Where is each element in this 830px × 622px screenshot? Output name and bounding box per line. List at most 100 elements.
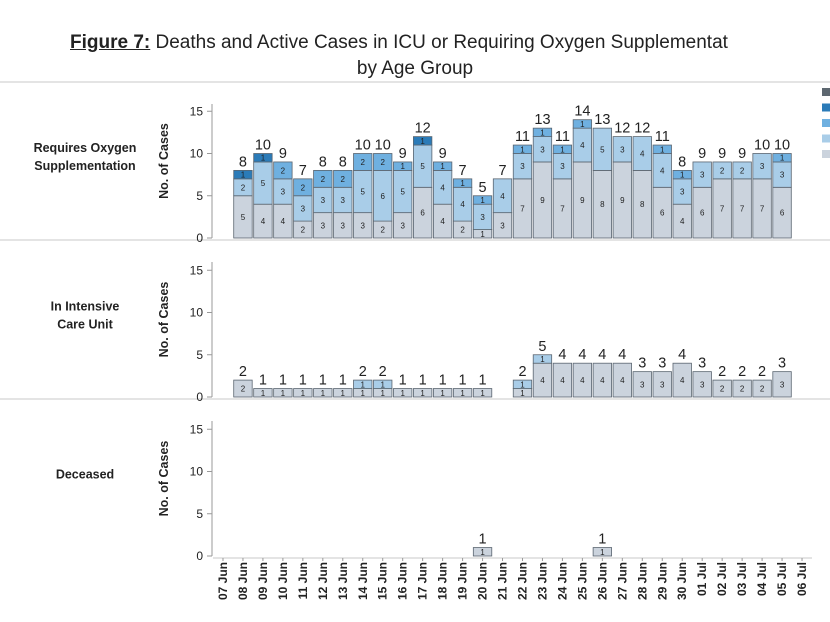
segment-label: 1 xyxy=(341,389,346,398)
x-tick-label: 09 Jun xyxy=(256,562,270,600)
segment-label: 4 xyxy=(440,183,445,192)
bar-segment xyxy=(273,161,293,180)
segment-label: 9 xyxy=(540,196,545,205)
bar-segment xyxy=(472,388,493,398)
bar-segment xyxy=(672,169,692,180)
x-tick-label: 25 Jun xyxy=(575,562,589,600)
x-tick-label: 26 Jun xyxy=(595,562,609,600)
bar-segment xyxy=(233,169,253,180)
y-tick-label-0-15: 15 xyxy=(190,104,204,118)
bar-segment xyxy=(432,388,453,398)
segment-label: 3 xyxy=(780,380,785,389)
segment-label: 3 xyxy=(281,188,286,197)
segment-label: 4 xyxy=(660,166,665,175)
segment-label: 4 xyxy=(500,192,505,201)
bar-segment xyxy=(492,178,513,214)
segment-label: 1 xyxy=(480,230,485,239)
segment-label: 2 xyxy=(341,175,346,184)
x-tick-label: 29 Jun xyxy=(655,562,669,600)
segment-label: 3 xyxy=(400,221,405,230)
y-tick-label-0-0: 0 xyxy=(196,231,203,245)
bar-segment xyxy=(612,362,632,398)
bar-segment xyxy=(732,161,752,180)
bar-segment xyxy=(632,371,652,398)
bar-total-label: 1 xyxy=(259,373,267,389)
bar-total-label: 7 xyxy=(299,163,307,179)
segment-label: 1 xyxy=(660,145,665,154)
segment-label: 6 xyxy=(780,209,785,218)
bar-total-label: 4 xyxy=(678,347,686,363)
bar-segment xyxy=(752,153,772,180)
segment-label: 2 xyxy=(361,158,366,167)
bar-segment xyxy=(512,379,533,389)
bar-segment xyxy=(732,379,752,398)
bar-total-label: 9 xyxy=(279,146,287,162)
bar-segment xyxy=(712,379,732,398)
x-tick-label: 30 Jun xyxy=(675,562,689,600)
segment-label: 1 xyxy=(321,389,326,398)
x-tick-label: 16 Jun xyxy=(396,562,410,600)
segment-label: 2 xyxy=(380,158,385,167)
bar-segment xyxy=(472,547,493,557)
x-tick-label: 20 Jun xyxy=(476,562,490,600)
segment-label: 3 xyxy=(480,213,485,222)
bar-total-label: 10 xyxy=(255,138,271,154)
segment-label: 8 xyxy=(640,200,645,209)
segment-label: 3 xyxy=(700,171,705,180)
segment-label: 6 xyxy=(420,209,425,218)
bar-total-label: 7 xyxy=(459,163,467,179)
bar-segment xyxy=(432,161,453,171)
bar-segment xyxy=(313,388,333,398)
bar-total-label: 2 xyxy=(379,364,387,380)
x-tick-label: 23 Jun xyxy=(535,562,549,600)
bar-total-label: 4 xyxy=(578,347,586,363)
segment-label: 2 xyxy=(720,166,725,175)
segment-label: 1 xyxy=(440,162,445,171)
segment-label: 3 xyxy=(341,196,346,205)
bar-total-label: 9 xyxy=(399,146,407,162)
y-tick-label-0-10: 10 xyxy=(190,147,204,161)
segment-label: 2 xyxy=(740,166,745,175)
segment-label: 1 xyxy=(400,162,405,171)
y-tick-label-1-10: 10 xyxy=(190,306,204,320)
bar-total-label: 12 xyxy=(415,121,431,137)
bar-total-label: 2 xyxy=(239,364,247,380)
segment-label: 1 xyxy=(420,389,425,398)
x-tick-label: 01 Jul xyxy=(695,562,709,596)
bar-segment xyxy=(333,169,353,188)
segment-label: 1 xyxy=(540,128,545,137)
segment-label: 4 xyxy=(460,200,465,209)
bar-segment xyxy=(752,379,772,398)
bar-segment xyxy=(552,362,573,398)
bar-segment xyxy=(652,371,672,398)
bar-segment xyxy=(373,379,393,389)
y-tick-label-0-5: 5 xyxy=(196,189,203,203)
y-tick-label-1-15: 15 xyxy=(190,263,204,277)
segment-label: 1 xyxy=(420,137,425,146)
segment-label: 3 xyxy=(700,380,705,389)
segment-label: 3 xyxy=(680,188,685,197)
bar-segment xyxy=(572,362,593,398)
x-tick-label: 15 Jun xyxy=(376,562,390,600)
segment-label: 3 xyxy=(540,145,545,154)
segment-label: 4 xyxy=(540,376,545,385)
segment-label: 1 xyxy=(540,355,545,364)
segment-label: 4 xyxy=(620,376,625,385)
chart-title-line-1: Figure 7: Deaths and Active Cases in ICU… xyxy=(0,30,830,58)
legend-swatch-1 xyxy=(822,103,830,112)
x-tick-label: 28 Jun xyxy=(635,562,649,600)
x-tick-label: 27 Jun xyxy=(615,562,629,600)
segment-label: 4 xyxy=(281,217,286,226)
bar-segment xyxy=(592,547,612,557)
segment-label: 6 xyxy=(660,209,665,218)
x-tick-label: 14 Jun xyxy=(356,562,370,600)
segment-label: 7 xyxy=(560,204,565,213)
bar-total-label: 9 xyxy=(738,146,746,162)
y-axis-title-2: No. of Cases xyxy=(157,441,171,517)
bar-segment xyxy=(413,388,433,398)
bar-total-label: 10 xyxy=(375,138,391,154)
x-tick-label: 05 Jul xyxy=(775,562,789,596)
x-tick-label: 13 Jun xyxy=(336,562,350,600)
bar-total-label: 8 xyxy=(239,154,247,170)
